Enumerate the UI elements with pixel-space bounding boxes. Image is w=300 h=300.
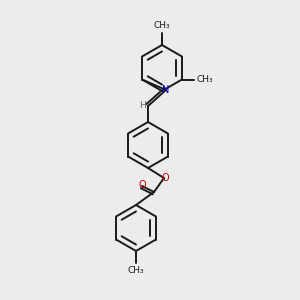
Text: CH₃: CH₃ bbox=[128, 266, 144, 275]
Text: CH₃: CH₃ bbox=[197, 75, 214, 84]
Text: H: H bbox=[139, 100, 145, 109]
Text: O: O bbox=[161, 173, 169, 183]
Text: CH₃: CH₃ bbox=[154, 21, 170, 30]
Text: N: N bbox=[162, 85, 170, 95]
Text: O: O bbox=[138, 180, 146, 190]
